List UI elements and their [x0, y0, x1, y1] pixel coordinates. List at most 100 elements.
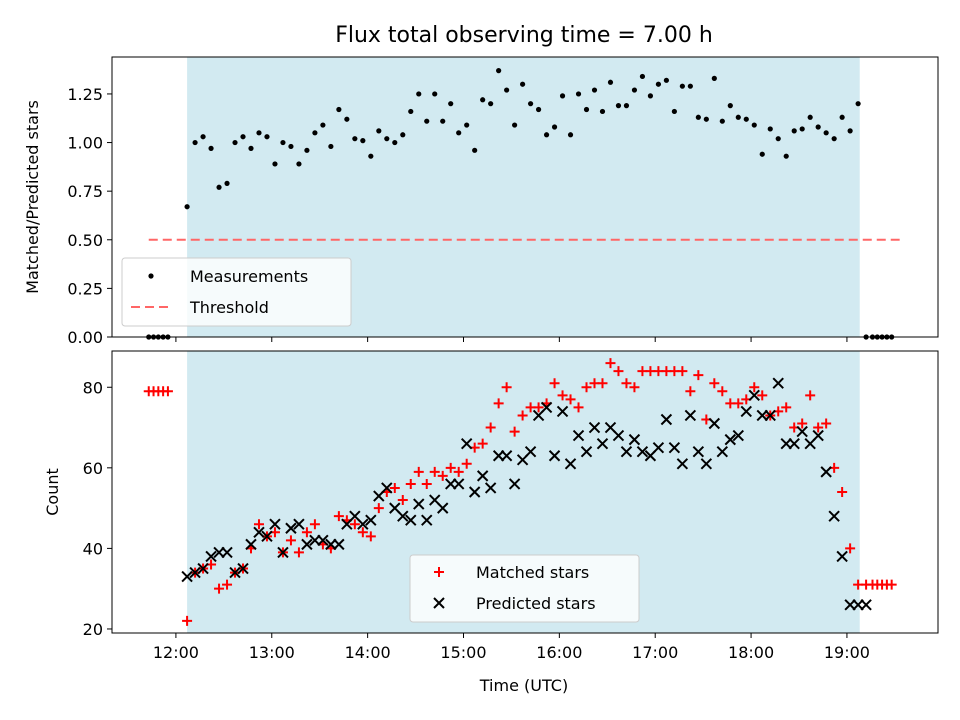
predicted-star-point	[269, 518, 281, 530]
matched-star-point	[421, 478, 432, 489]
y-tick-label: 1.00	[67, 134, 103, 153]
predicted-star-point	[740, 405, 752, 418]
predicted-star-point	[460, 437, 473, 450]
measurement-point	[360, 138, 366, 144]
matched-star-point	[821, 418, 832, 429]
measurement-point	[543, 132, 550, 138]
predicted-star-point	[684, 409, 697, 422]
measurement-point	[527, 101, 534, 107]
measurement-point	[839, 114, 845, 120]
legend-label: Matched stars	[476, 563, 589, 582]
predicted-star-point	[588, 421, 601, 434]
predicted-star-point	[397, 510, 409, 522]
y-axis-label: Count	[43, 468, 62, 516]
measurement-point	[440, 118, 446, 124]
legend: Matched stars Predicted stars	[409, 554, 640, 623]
matched-star-point	[301, 527, 312, 538]
measurement-point	[392, 139, 398, 146]
predicted-star-point	[620, 446, 633, 458]
predicted-star-point	[548, 450, 561, 462]
predicted-star-point	[245, 538, 257, 551]
matched-star-point	[253, 519, 264, 530]
matched-star-point	[605, 358, 616, 369]
y-tick-label: 0.50	[67, 231, 103, 250]
measurement-point	[559, 93, 566, 99]
measurement-point	[583, 106, 590, 113]
measurement-point	[352, 136, 358, 142]
matched-star-point	[349, 519, 360, 530]
matched-star-point	[709, 378, 720, 389]
measurement-point	[464, 122, 470, 128]
predicted-star-point	[836, 550, 848, 563]
measurement-point	[512, 122, 518, 128]
measurement-point	[663, 77, 669, 83]
matched-star-point	[405, 478, 416, 489]
legend-label: Predicted stars	[476, 594, 596, 613]
measurement-point	[432, 91, 438, 97]
predicted-star-point	[732, 429, 744, 442]
axes-frame	[111, 350, 939, 634]
predicted-star-point	[381, 482, 393, 494]
measurement-point	[232, 139, 238, 146]
matched-star-point	[685, 386, 696, 397]
measurement-point	[623, 103, 630, 109]
measurement-point	[408, 108, 414, 115]
measurement-point	[671, 108, 677, 115]
predicted-star-point	[285, 522, 297, 534]
measurement-point	[376, 128, 382, 134]
matched-star-point	[693, 370, 704, 381]
measurement-point	[336, 106, 342, 113]
predicted-star-point	[277, 546, 289, 559]
matched-star-point	[886, 579, 897, 590]
measurement-point	[687, 83, 693, 89]
predicted-star-point	[413, 498, 425, 510]
measurement-point	[296, 161, 302, 167]
legend-marker-measurements	[148, 273, 154, 279]
predicted-star-point	[540, 401, 553, 414]
x-tick-label: 17:00	[632, 643, 678, 662]
measurement-point	[615, 103, 622, 109]
measurement-point	[607, 79, 614, 85]
measurement-point	[735, 114, 741, 120]
measurement-point	[344, 116, 350, 122]
measurement-point	[647, 93, 654, 99]
measurement-point	[703, 116, 709, 122]
x-tick-label: 18:00	[728, 643, 774, 662]
measurement-point	[224, 180, 230, 186]
matched-star-point	[501, 382, 512, 393]
y-tick-label: 20	[83, 620, 103, 639]
matched-star-point	[357, 527, 368, 538]
measurement-point	[695, 114, 701, 120]
matched-star-point	[222, 579, 233, 590]
measurement-point	[368, 153, 374, 159]
legend: Measurements Threshold	[121, 257, 352, 327]
matched-star-point	[397, 495, 408, 506]
predicted-star-point	[452, 478, 465, 490]
predicted-star-point	[708, 417, 721, 430]
y-tick-label: 1.25	[67, 85, 103, 104]
matched-star-point	[845, 543, 856, 554]
measurement-point	[775, 136, 781, 142]
matched-star-point	[214, 583, 225, 594]
measurement-point	[272, 161, 278, 167]
measurement-point	[807, 114, 813, 120]
predicted-star-point	[700, 458, 713, 470]
measurement-point	[384, 136, 390, 142]
predicted-star-point	[628, 433, 641, 446]
predicted-star-point	[365, 514, 377, 526]
measurement-point	[655, 81, 662, 87]
legend-label: Threshold	[189, 298, 269, 317]
predicted-star-point	[860, 599, 872, 611]
y-tick-label: 80	[83, 378, 103, 397]
matched-star-point	[813, 422, 824, 433]
predicted-star-point	[484, 482, 497, 494]
matched-star-point	[781, 402, 792, 413]
matched-star-point	[429, 466, 440, 477]
axes-frame	[111, 56, 939, 338]
measurement-point	[575, 91, 582, 97]
measurement-point	[815, 124, 821, 130]
measurement-point	[424, 118, 430, 124]
predicted-star-point	[205, 550, 217, 563]
measurement-point	[767, 126, 773, 132]
